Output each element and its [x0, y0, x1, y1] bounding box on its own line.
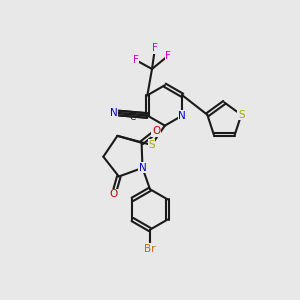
Text: S: S [238, 110, 244, 120]
Text: O: O [110, 189, 118, 199]
Text: F: F [165, 51, 171, 61]
Text: F: F [133, 55, 139, 65]
Text: C: C [129, 113, 136, 122]
Text: O: O [152, 126, 160, 136]
Text: F: F [152, 43, 158, 53]
Text: N: N [110, 108, 118, 118]
Text: S: S [148, 140, 155, 150]
Text: Br: Br [144, 244, 156, 254]
Text: N: N [139, 163, 146, 173]
Text: N: N [178, 110, 186, 121]
